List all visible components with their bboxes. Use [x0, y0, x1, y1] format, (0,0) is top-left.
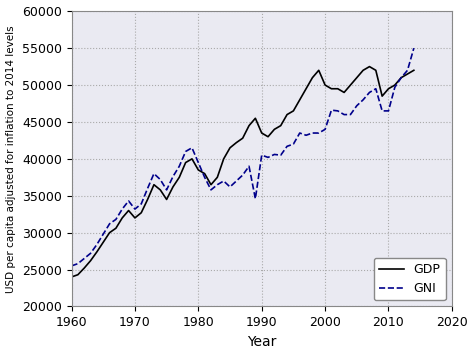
GNI [69, 264, 74, 268]
GDP [379, 94, 385, 98]
Legend: GDP, GNI: GDP, GNI [374, 258, 446, 300]
GDP [151, 182, 157, 187]
GDP [132, 216, 138, 220]
GNI [132, 207, 138, 211]
Y-axis label: USD per capita adjusted for inflation to 2014 levels: USD per capita adjusted for inflation to… [6, 25, 16, 293]
GNI [151, 171, 157, 176]
GNI [373, 87, 379, 91]
GDP [405, 72, 410, 76]
Line: GNI: GNI [72, 48, 414, 266]
GDP [107, 230, 112, 235]
X-axis label: Year: Year [247, 335, 276, 349]
GNI [107, 222, 112, 226]
GNI [411, 46, 417, 50]
Line: GDP: GDP [72, 67, 414, 277]
GDP [195, 168, 201, 172]
GNI [195, 160, 201, 165]
GDP [69, 275, 74, 279]
GDP [411, 68, 417, 72]
GNI [405, 68, 410, 72]
GDP [366, 65, 372, 69]
